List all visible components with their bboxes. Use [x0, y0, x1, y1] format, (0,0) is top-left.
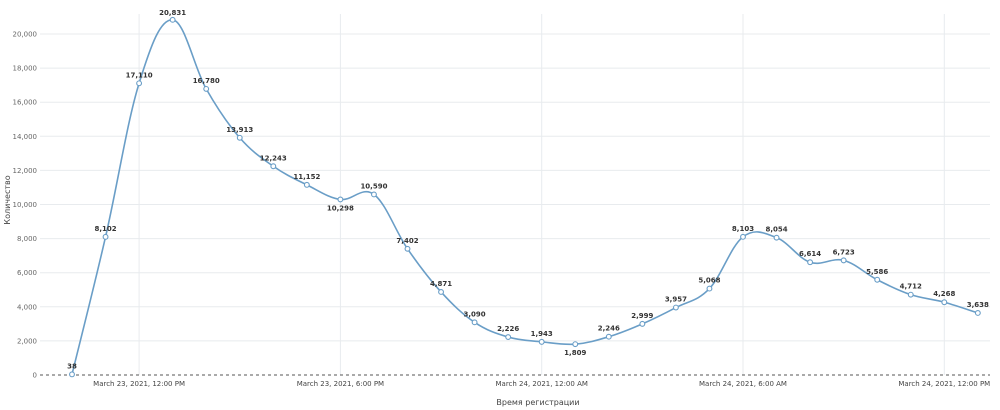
- y-tick-label: 2,000: [17, 337, 37, 345]
- x-tick-label: March 24, 2021, 12:00 PM: [898, 380, 990, 388]
- x-axis-ticks: March 23, 2021, 12:00 PM March 23, 2021, …: [93, 380, 990, 388]
- data-point: [572, 341, 579, 348]
- data-point: [136, 80, 143, 87]
- y-tick-label: 4,000: [17, 303, 37, 311]
- data-point: [69, 371, 75, 378]
- data-label: 8,054: [765, 226, 787, 234]
- x-tick-label: March 23, 2021, 12:00 PM: [93, 380, 185, 388]
- data-label: 7,402: [396, 237, 418, 245]
- data-point: [438, 288, 444, 295]
- data-point: [773, 234, 780, 241]
- data-point: [538, 338, 545, 345]
- data-label: 2,246: [598, 325, 620, 333]
- y-tick-label: 16,000: [13, 99, 38, 107]
- data-point: [404, 245, 411, 252]
- data-label: 3,090: [464, 310, 486, 318]
- data-point: [941, 299, 948, 306]
- y-axis-ticks: 0 2,000 4,000 6,000 8,000 10,000 12,000 14,000 1…: [13, 31, 38, 380]
- data-label: 3,957: [665, 296, 687, 304]
- gridlines: [40, 14, 990, 375]
- data-label: 3,638: [967, 301, 989, 309]
- data-point: [203, 85, 210, 92]
- data-point: [471, 319, 478, 326]
- data-label: 4,871: [430, 280, 452, 288]
- data-label: 8,102: [94, 225, 116, 233]
- data-label: 5,586: [866, 268, 888, 276]
- data-point: [974, 310, 981, 316]
- data-label: 10,298: [327, 204, 354, 212]
- x-axis-label: Время регистрации: [496, 398, 579, 407]
- data-label: 16,780: [193, 77, 220, 85]
- data-point: [236, 134, 243, 141]
- data-point: [303, 181, 310, 188]
- data-point: [639, 320, 646, 327]
- data-label: 2,226: [497, 325, 519, 333]
- y-tick-label: 18,000: [13, 65, 38, 73]
- y-tick-label: 0: [33, 372, 37, 380]
- data-point: [907, 291, 914, 298]
- data-point: [605, 333, 612, 340]
- data-label: 8,103: [732, 225, 754, 233]
- data-label: 6,614: [799, 250, 821, 258]
- data-point: [270, 163, 277, 170]
- data-label: 11,152: [293, 173, 320, 181]
- x-tick-label: March 24, 2021, 6:00 AM: [699, 380, 787, 388]
- data-point: [706, 285, 713, 292]
- data-point: [337, 196, 344, 203]
- data-points: [69, 16, 981, 378]
- data-point: [371, 191, 377, 198]
- x-tick-label: March 24, 2021, 12:00 AM: [495, 380, 587, 388]
- data-label: 2,999: [631, 312, 653, 320]
- data-point: [169, 16, 176, 23]
- data-label: 12,243: [260, 154, 287, 162]
- data-point: [874, 276, 881, 283]
- y-tick-label: 10,000: [13, 201, 38, 209]
- y-tick-label: 8,000: [17, 235, 37, 243]
- data-label: 17,110: [126, 71, 153, 79]
- data-label: 38: [67, 362, 77, 370]
- y-axis-label: Количество: [3, 175, 12, 224]
- data-point: [505, 334, 512, 340]
- data-label: 13,913: [226, 126, 253, 134]
- data-label: 5,068: [698, 277, 720, 285]
- data-label: 6,723: [833, 248, 855, 256]
- x-tick-label: March 23, 2021, 6:00 PM: [297, 380, 384, 388]
- data-point: [840, 257, 847, 264]
- data-point: [740, 233, 746, 240]
- data-label: 1,809: [564, 349, 586, 357]
- data-point: [672, 304, 679, 311]
- data-label: 20,831: [159, 9, 186, 17]
- data-label: 4,712: [900, 283, 922, 291]
- data-point: [807, 259, 814, 266]
- data-labels: 38 8,102 17,110 20,831 16,780 13,913 12,243 11,…: [67, 9, 989, 371]
- y-tick-label: 6,000: [17, 269, 37, 277]
- data-label: 4,268: [933, 290, 955, 298]
- y-tick-label: 20,000: [13, 31, 38, 39]
- y-tick-label: 12,000: [13, 167, 38, 175]
- data-label: 1,943: [531, 330, 553, 338]
- series-line: [71, 19, 979, 375]
- y-tick-label: 14,000: [13, 133, 38, 141]
- data-label: 10,590: [360, 182, 387, 190]
- data-point: [102, 233, 109, 240]
